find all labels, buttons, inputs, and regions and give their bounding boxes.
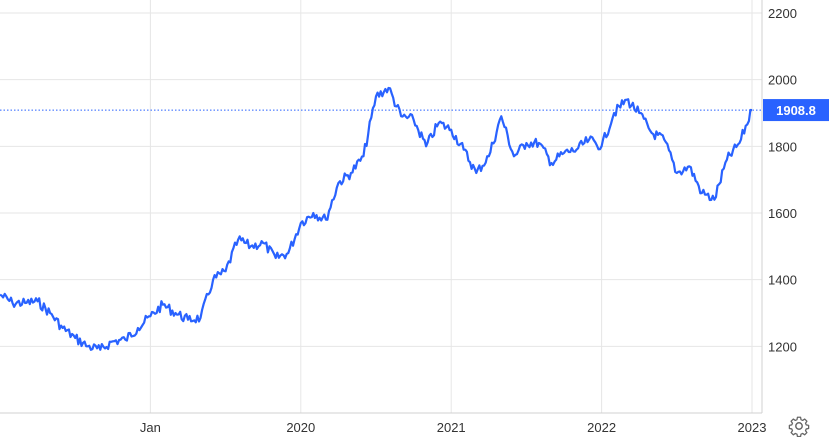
gear-icon[interactable] [788,415,810,438]
last-value-label: 1908.8 [776,103,816,118]
last-value-badge-bg [763,99,829,122]
last-value-badge: 1908.8 [763,99,829,122]
x-tick-label: 2021 [437,420,466,435]
y-tick-label: 2000 [768,73,797,88]
x-tick-label: 2023 [738,420,767,435]
x-tick-label: Jan [140,420,161,435]
x-tick-label: 2020 [286,420,315,435]
y-axis-labels: 1200 1400 1600 1800 2000 2200 [768,6,797,354]
grid [0,0,763,414]
series-line [0,86,753,351]
y-tick-label: 1200 [768,339,797,354]
x-axis-labels: Jan 2020 2021 2022 2023 [140,420,767,435]
y-tick-label: 1400 [768,273,797,288]
series [0,86,762,351]
y-tick-label: 2200 [768,6,797,21]
y-tick-label: 1800 [768,139,797,154]
y-tick-label: 1600 [768,206,797,221]
x-tick-label: 2022 [587,420,616,435]
